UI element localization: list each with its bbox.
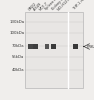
Text: A-549: A-549	[33, 1, 43, 12]
Text: MCF-7: MCF-7	[39, 1, 49, 12]
Text: 100kDa: 100kDa	[9, 31, 24, 35]
Bar	[25, 12, 83, 88]
Text: 130kDa: 130kDa	[9, 20, 24, 24]
Text: Spleen tissue: Spleen tissue	[44, 0, 64, 12]
Bar	[51, 44, 56, 49]
Text: PRKAA2: PRKAA2	[87, 44, 94, 48]
Bar	[28, 44, 33, 49]
Text: GM22: GM22	[27, 1, 37, 12]
Text: Kidney tissue: Kidney tissue	[51, 0, 70, 12]
Text: 55kDa: 55kDa	[12, 55, 24, 59]
Text: THP-1 monocyte: THP-1 monocyte	[72, 0, 94, 12]
Text: 70kDa: 70kDa	[12, 44, 24, 48]
Text: 40kDa: 40kDa	[12, 68, 24, 72]
Bar	[45, 44, 49, 49]
Bar	[33, 44, 38, 49]
Text: NCI-H1299: NCI-H1299	[56, 0, 73, 12]
Bar	[73, 44, 78, 49]
